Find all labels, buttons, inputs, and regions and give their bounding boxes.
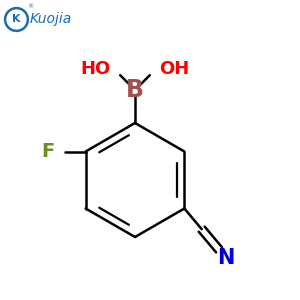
Text: N: N	[217, 248, 235, 268]
Text: K: K	[12, 14, 21, 25]
Text: HO: HO	[80, 60, 111, 78]
Text: ®: ®	[27, 4, 33, 9]
Text: F: F	[41, 142, 54, 161]
Text: B: B	[126, 78, 144, 102]
Text: Kuojia: Kuojia	[29, 13, 71, 26]
Text: OH: OH	[159, 60, 190, 78]
